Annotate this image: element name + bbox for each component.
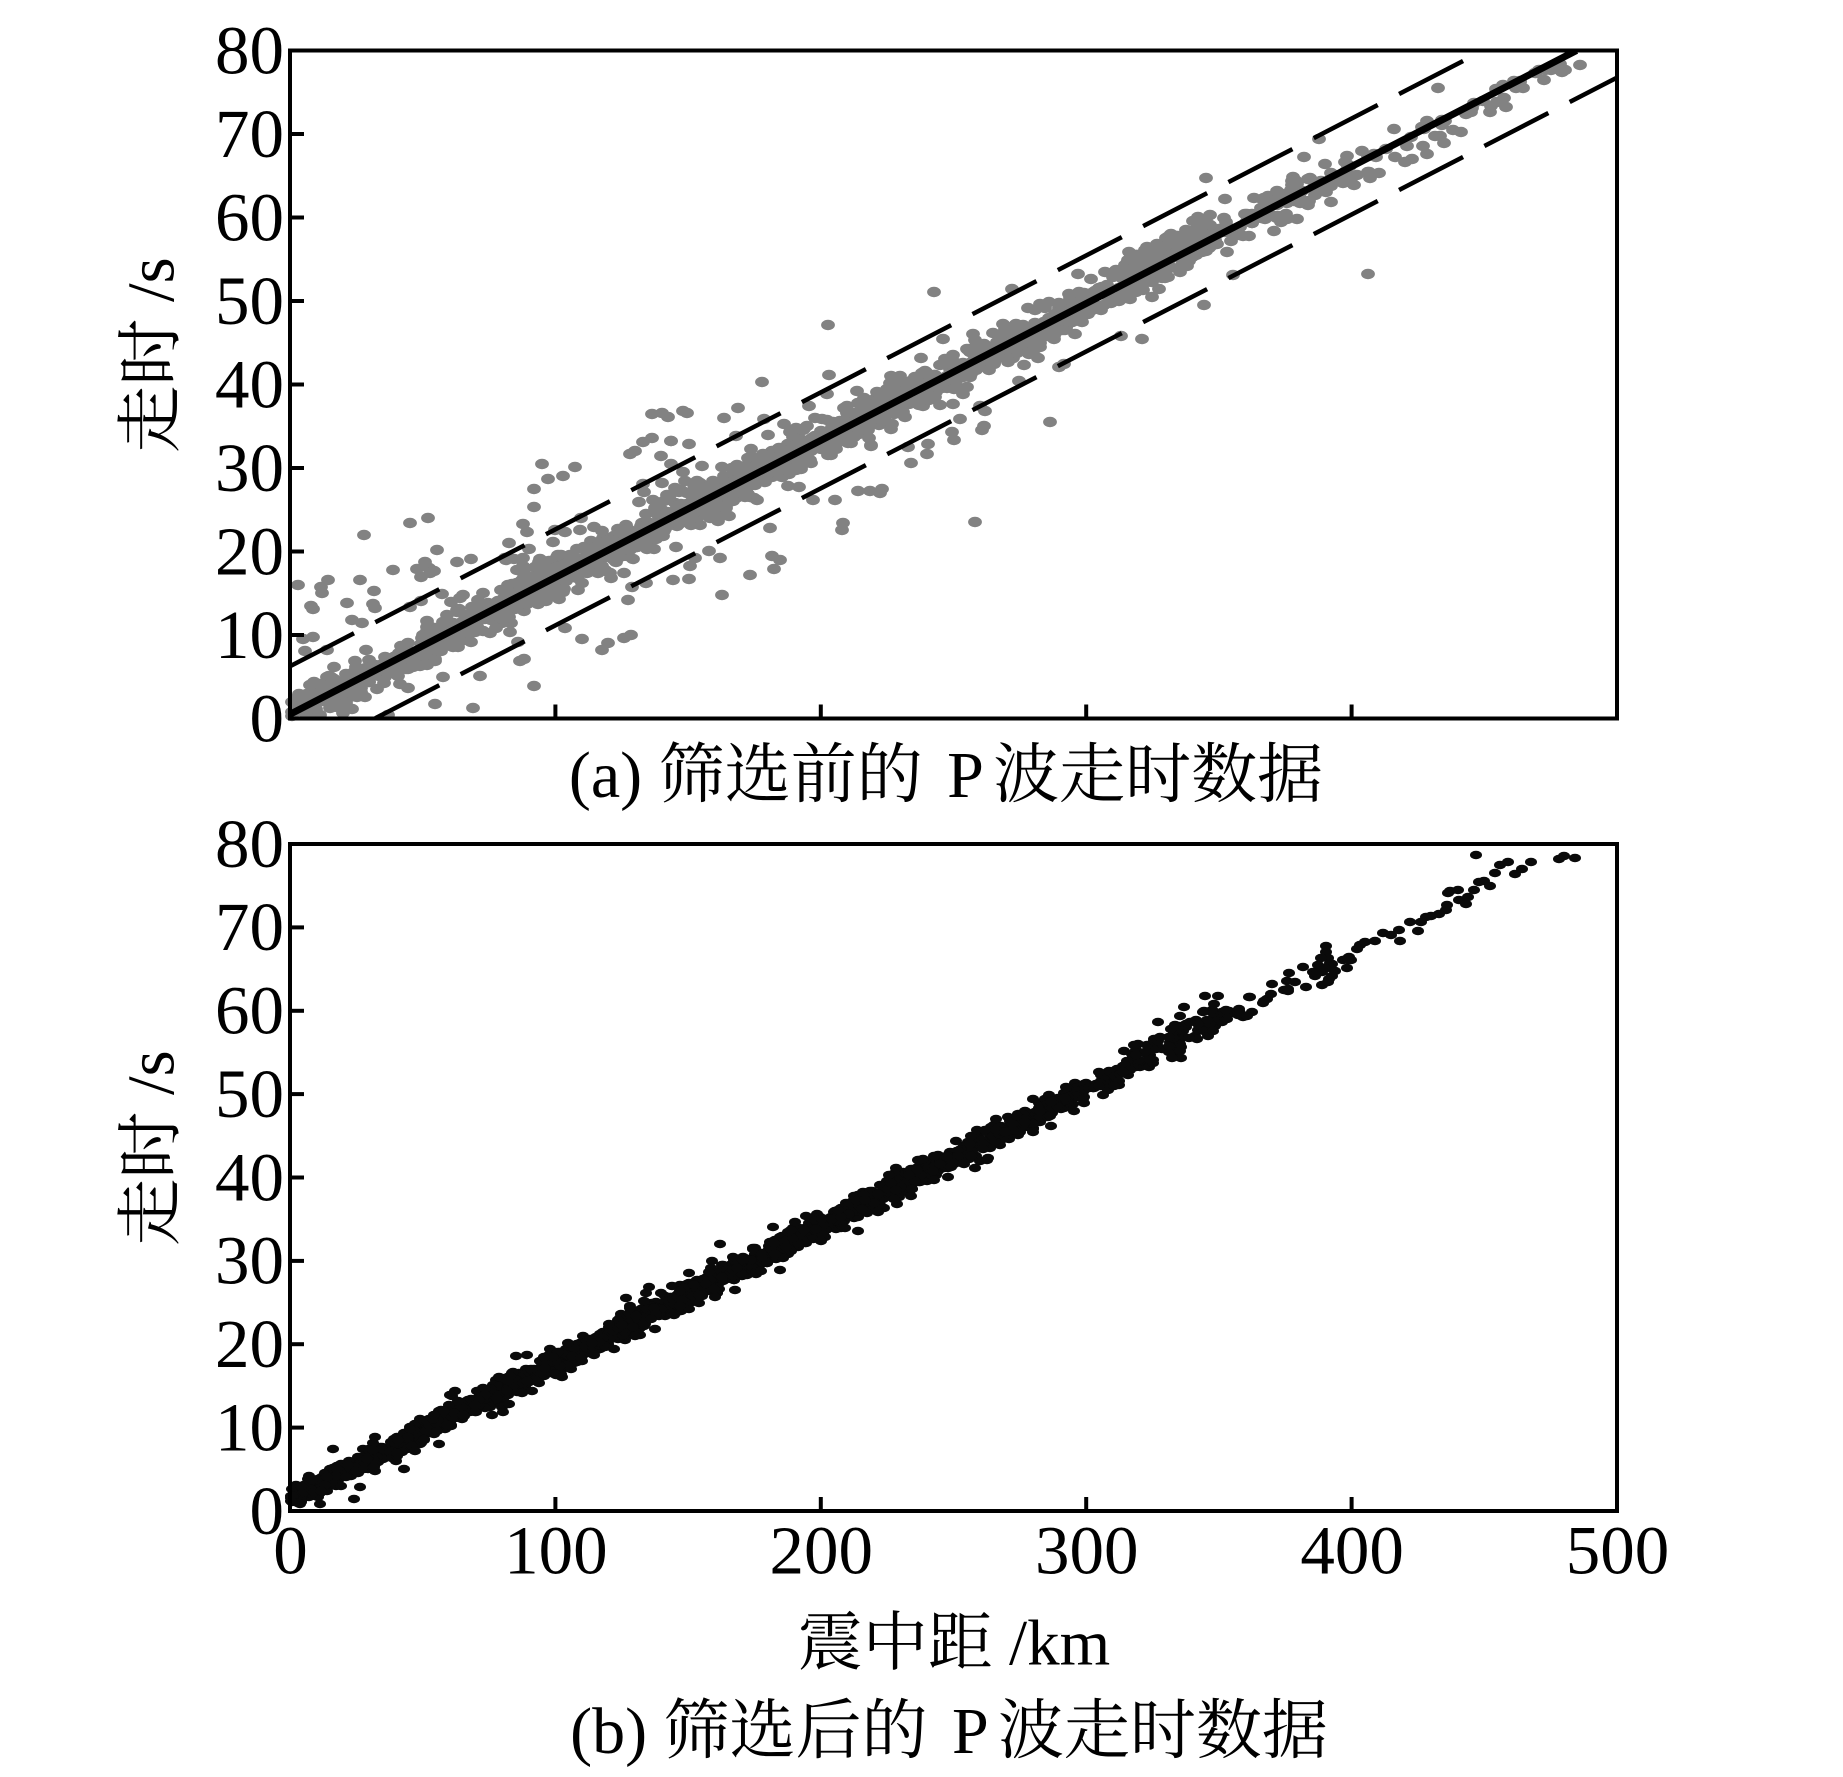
svg-text:80: 80 bbox=[215, 806, 284, 882]
svg-text:(a): (a) bbox=[569, 739, 659, 812]
svg-text:60: 60 bbox=[215, 973, 284, 1049]
svg-text:30: 30 bbox=[215, 430, 284, 506]
svg-text:10: 10 bbox=[215, 1390, 284, 1466]
svg-text:100: 100 bbox=[504, 1513, 608, 1589]
svg-text:/km: /km bbox=[993, 1608, 1110, 1680]
svg-text:0: 0 bbox=[250, 680, 285, 756]
svg-text:10: 10 bbox=[215, 597, 284, 673]
svg-text:30: 30 bbox=[215, 1223, 284, 1299]
svg-text:P: P bbox=[936, 1695, 989, 1768]
svg-text:/s: /s bbox=[114, 1050, 188, 1111]
svg-text:500: 500 bbox=[1566, 1513, 1670, 1589]
svg-text:/s: /s bbox=[114, 257, 188, 318]
svg-text:70: 70 bbox=[215, 96, 284, 172]
svg-text:50: 50 bbox=[215, 263, 284, 339]
svg-text:60: 60 bbox=[215, 179, 284, 255]
svg-text:40: 40 bbox=[215, 346, 284, 422]
svg-text:70: 70 bbox=[215, 889, 284, 965]
svg-text:200: 200 bbox=[770, 1513, 874, 1589]
svg-text:400: 400 bbox=[1300, 1513, 1404, 1589]
svg-text:P: P bbox=[931, 739, 984, 812]
svg-text:0: 0 bbox=[273, 1513, 308, 1589]
svg-text:(b): (b) bbox=[570, 1695, 663, 1768]
svg-text:0: 0 bbox=[250, 1473, 285, 1549]
svg-text:50: 50 bbox=[215, 1056, 284, 1132]
svg-text:20: 20 bbox=[215, 1306, 284, 1382]
svg-text:80: 80 bbox=[215, 12, 284, 88]
svg-text:40: 40 bbox=[215, 1139, 284, 1215]
svg-text:20: 20 bbox=[215, 513, 284, 589]
svg-text:300: 300 bbox=[1035, 1513, 1139, 1589]
